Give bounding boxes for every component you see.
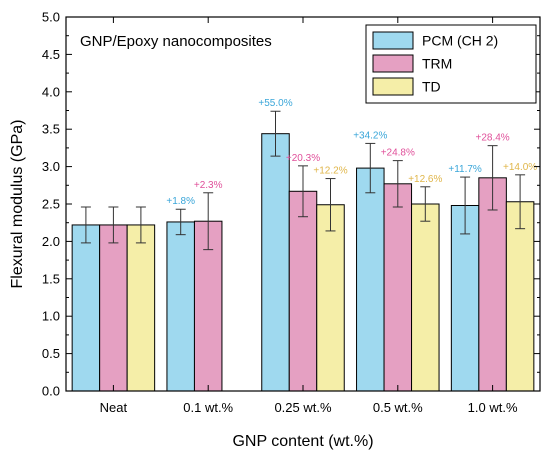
y-tick-label: 4.5 (42, 47, 60, 62)
percent-label: +12.2% (313, 166, 347, 177)
x-tick-label: 0.1 wt.% (183, 400, 233, 415)
x-axis-title: GNP content (wt.%) (232, 433, 373, 450)
percent-label: +28.4% (475, 133, 509, 144)
percent-label: +24.8% (381, 148, 415, 159)
y-tick-label: 1.5 (42, 271, 60, 286)
axes-layer: 0.0 0.5 1.0 1.5 2.0 2.5 3.0 3.5 4.0 4.5 5.0 Neat 0.1… (42, 10, 540, 415)
legend-label: TRM (422, 56, 452, 72)
y-tick-label: 1.0 (42, 309, 60, 324)
bar (261, 133, 290, 392)
percent-label: +55.0% (258, 98, 292, 109)
y-tick-label: 2.5 (42, 197, 60, 212)
legend-swatch (372, 54, 414, 73)
bar (356, 167, 385, 392)
bar (71, 224, 101, 392)
y-tick-label: 5.0 (42, 10, 60, 25)
x-tick-label: Neat (100, 400, 128, 415)
legend-swatch (372, 77, 414, 96)
percent-label: +2.3% (194, 180, 223, 191)
bar (411, 203, 440, 392)
y-tick-label: 4.0 (42, 84, 60, 99)
error-bars-layer (80, 110, 526, 251)
percent-label: +12.6% (408, 174, 442, 185)
y-tick-label: 0.0 (42, 384, 60, 399)
bar (166, 221, 195, 392)
legend-swatch (372, 31, 414, 50)
bar (126, 224, 156, 392)
x-tick-label: 0.5 wt.% (373, 400, 423, 415)
legend: PCM (CH 2) TRM TD (365, 24, 537, 104)
x-tick-label: 1.0 wt.% (468, 400, 518, 415)
percent-label: +34.2% (353, 130, 387, 141)
percent-label: +20.3% (286, 153, 320, 164)
y-tick-label: 3.0 (42, 159, 60, 174)
bar (99, 224, 128, 392)
percent-labels-layer: +1.8% +55.0% +34.2% +11.7% +2.3% +20.3% +24.8%… (166, 98, 537, 207)
bar (505, 201, 535, 392)
chart-title: GNP/Epoxy nanocomposites (80, 33, 272, 50)
legend-label: TD (422, 79, 441, 95)
y-tick-label: 3.5 (42, 122, 60, 137)
y-tick-label: 2.0 (42, 234, 60, 249)
bar (316, 204, 345, 392)
x-tick-label: 0.25 wt.% (274, 400, 332, 415)
legend-label: PCM (CH 2) (422, 33, 498, 49)
percent-label: +11.7% (448, 164, 482, 175)
percent-label: +1.8% (166, 196, 195, 207)
y-tick-label: 0.5 (42, 346, 60, 361)
percent-label: +14.0% (503, 162, 537, 173)
y-axis-title: Flexural modulus (GPa) (9, 120, 26, 289)
bar (478, 177, 507, 392)
bar (288, 190, 318, 392)
bar (383, 183, 413, 392)
